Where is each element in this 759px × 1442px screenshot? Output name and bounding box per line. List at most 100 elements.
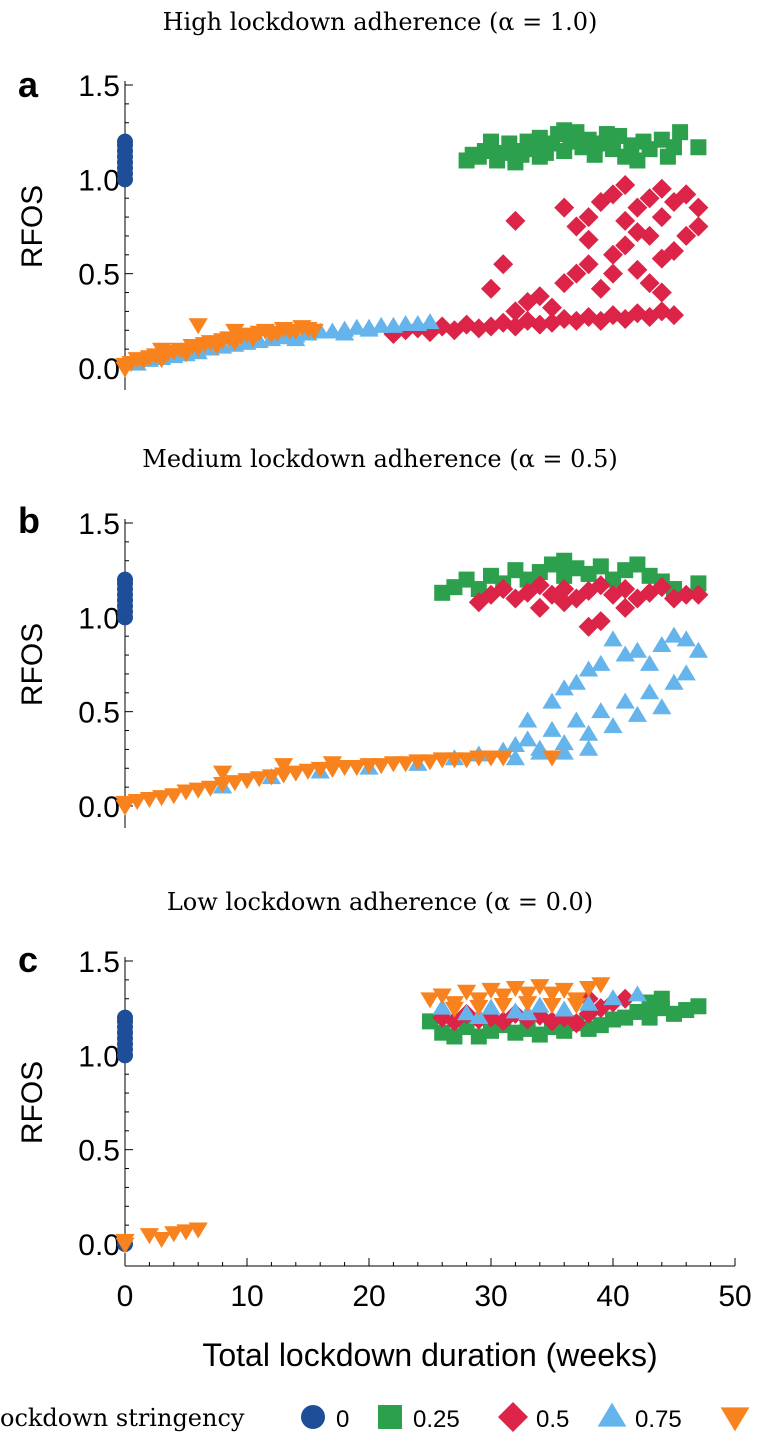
data-point [530,743,550,760]
panel-title: Low lockdown adherence (α = 0.0) [167,888,593,916]
data-point [432,998,452,1015]
data-point [542,692,562,709]
data-point [591,977,611,994]
data-point [598,126,615,143]
data-point [556,1022,573,1039]
data-point [590,611,611,632]
data-point [152,790,172,807]
data-point [627,222,648,243]
data-point [117,1009,133,1026]
data-point [481,998,501,1015]
data-point [505,301,526,322]
data-point [493,254,514,275]
data-point [566,1013,587,1034]
data-point [603,244,623,265]
data-point [554,592,575,613]
data-point [457,752,477,769]
data-point [542,720,562,737]
series [117,571,133,626]
data-point [676,664,696,681]
data-point [544,556,560,573]
data-point [556,122,573,139]
data-point [672,124,689,141]
data-point [554,982,574,999]
data-point [579,739,599,756]
data-point [653,131,670,148]
data-point [542,986,562,1003]
data-point [566,711,586,728]
data-point [578,229,599,250]
data-point [641,567,658,584]
data-point [505,981,525,998]
data-point [542,750,562,767]
legend-label: 0.25 [413,1406,460,1433]
data-point [444,752,464,769]
data-point [592,1017,609,1034]
data-point [359,758,379,775]
legend-label: 0.75 [635,1406,682,1433]
data-point [629,1003,646,1020]
data-point [518,986,538,1003]
x-tick-label: 20 [352,1280,385,1313]
data-point [615,210,636,231]
data-point [554,734,574,751]
data-point [371,316,391,333]
data-point [117,571,133,588]
data-point [568,124,585,141]
data-point [518,996,538,1013]
data-point [627,705,647,722]
data-point [592,558,609,575]
data-point [176,784,196,801]
data-point [690,998,707,1015]
data-point [664,673,684,690]
data-point [603,184,623,205]
data-point [507,1024,524,1041]
data-point [640,683,660,700]
data-point [688,641,708,658]
data-point [690,139,707,156]
data-point [408,754,428,771]
data-point [639,273,660,294]
data-point [578,254,599,275]
data-point [651,282,672,303]
data-point [603,989,623,1006]
data-point [566,216,587,237]
y-tick-label: 0.0 [78,1229,120,1262]
data-point [603,630,623,647]
data-point [529,575,550,596]
data-point [446,579,463,596]
data-point [371,758,391,775]
data-point [566,673,586,690]
data-point [690,575,707,592]
data-point [505,210,526,231]
y-axis-label: RFOS [16,623,49,706]
legend-marker-square [378,1405,402,1429]
data-point [605,1011,621,1028]
x-tick-label: 50 [718,1280,751,1313]
data-point [531,564,548,581]
data-point [444,1001,464,1018]
data-point [274,758,294,775]
series [432,985,647,1024]
data-point [396,315,416,332]
data-point [432,752,452,769]
data-point [531,1026,548,1043]
data-point [566,997,586,1014]
data-point [651,178,672,199]
data-point [359,320,379,337]
data-point [530,979,550,996]
data-point [468,318,489,339]
data-point [603,717,623,734]
data-point [554,679,574,696]
data-point [579,994,599,1011]
data-point [286,765,306,782]
data-point [505,1002,525,1019]
data-point [676,225,697,246]
data-point [530,996,550,1013]
data-point [627,197,648,218]
data-point [481,750,501,767]
legend-marker-triangle-up [597,1402,627,1427]
data-point [627,641,647,658]
x-tick-label: 40 [596,1280,629,1313]
series [468,575,709,637]
